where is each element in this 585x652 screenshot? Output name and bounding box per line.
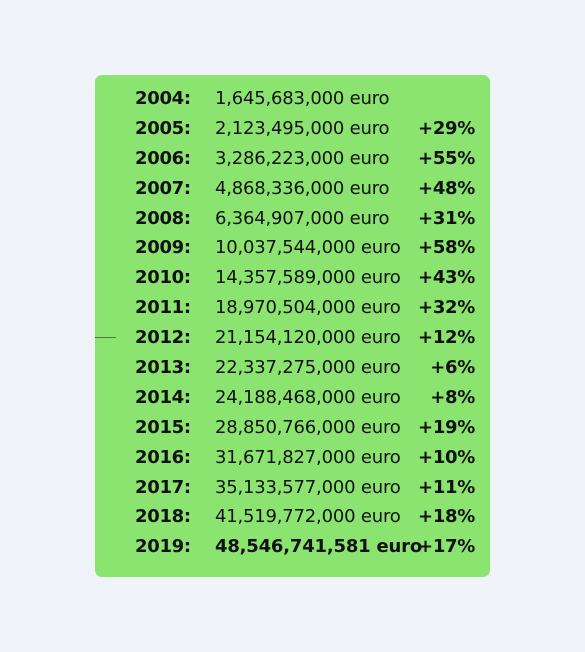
amount-value: 18,970,504,000 euro — [215, 297, 401, 319]
list-item: 2019: 48,546,741,581 euro +17% — [95, 532, 490, 562]
amount-value: 6,364,907,000 euro — [215, 207, 390, 229]
list-item: 2008: 6,364,907,000 euro +31% — [95, 204, 490, 234]
growth-percent: +8% — [430, 386, 475, 408]
data-card: 2004: 1,645,683,000 euro 2005: 2,123,495… — [95, 75, 490, 577]
year-label: 2019: — [135, 536, 191, 558]
year-label: 2004: — [135, 88, 191, 109]
year-label: 2007: — [135, 177, 191, 199]
amount-value: 3,286,223,000 euro — [215, 147, 390, 169]
year-label: 2009: — [135, 237, 191, 259]
growth-percent: +11% — [418, 476, 475, 498]
growth-percent: +10% — [418, 446, 475, 468]
amount-value: 1,645,683,000 euro — [215, 88, 390, 109]
amount-value: 35,133,577,000 euro — [215, 476, 401, 498]
amount-value: 24,188,468,000 euro — [215, 386, 401, 408]
list-item: 2010: 14,357,589,000 euro +43% — [95, 263, 490, 293]
list-item: 2007: 4,868,336,000 euro +48% — [95, 174, 490, 204]
year-label: 2011: — [135, 297, 191, 319]
growth-percent: +43% — [418, 267, 475, 289]
growth-percent: +12% — [418, 327, 475, 349]
amount-value: 14,357,589,000 euro — [215, 267, 401, 289]
list-item: 2011: 18,970,504,000 euro +32% — [95, 293, 490, 323]
list-item: 2004: 1,645,683,000 euro — [95, 84, 490, 114]
amount-value: 21,154,120,000 euro — [215, 327, 401, 349]
list-item: 2012: 21,154,120,000 euro +12% — [95, 323, 490, 353]
list-item: 2016: 31,671,827,000 euro +10% — [95, 443, 490, 473]
year-label: 2016: — [135, 446, 191, 468]
list-item: 2005: 2,123,495,000 euro +29% — [95, 114, 490, 144]
yearly-totals-list: 2004: 1,645,683,000 euro 2005: 2,123,495… — [95, 84, 490, 562]
amount-value: 31,671,827,000 euro — [215, 446, 401, 468]
list-item: 2009: 10,037,544,000 euro +58% — [95, 233, 490, 263]
amount-value: 28,850,766,000 euro — [215, 416, 401, 438]
growth-percent: +19% — [418, 416, 475, 438]
growth-percent: +48% — [418, 177, 475, 199]
amount-value: 41,519,772,000 euro — [215, 506, 401, 528]
year-label: 2013: — [135, 357, 191, 379]
year-label: 2014: — [135, 386, 191, 408]
growth-percent: +32% — [418, 297, 475, 319]
year-label: 2015: — [135, 416, 191, 438]
amount-value: 10,037,544,000 euro — [215, 237, 401, 259]
amount-value: 4,868,336,000 euro — [215, 177, 390, 199]
year-label: 2005: — [135, 117, 191, 139]
amount-value: 2,123,495,000 euro — [215, 117, 390, 139]
growth-percent: +29% — [418, 117, 475, 139]
divider — [95, 337, 116, 338]
year-label: 2012: — [135, 327, 191, 349]
list-item: 2006: 3,286,223,000 euro +55% — [95, 144, 490, 174]
list-item: 2013: 22,337,275,000 euro +6% — [95, 353, 490, 383]
growth-percent: +31% — [418, 207, 475, 229]
growth-percent: +17% — [418, 536, 475, 558]
year-label: 2006: — [135, 147, 191, 169]
list-item: 2018: 41,519,772,000 euro +18% — [95, 502, 490, 532]
year-label: 2017: — [135, 476, 191, 498]
growth-percent: +55% — [418, 147, 475, 169]
growth-percent: +18% — [418, 506, 475, 528]
list-item: 2017: 35,133,577,000 euro +11% — [95, 473, 490, 503]
list-item: 2014: 24,188,468,000 euro +8% — [95, 383, 490, 413]
amount-value: 22,337,275,000 euro — [215, 357, 401, 379]
growth-percent: +58% — [418, 237, 475, 259]
year-label: 2018: — [135, 506, 191, 528]
growth-percent: +6% — [430, 357, 475, 379]
year-label: 2010: — [135, 267, 191, 289]
list-item: 2015: 28,850,766,000 euro +19% — [95, 413, 490, 443]
amount-value: 48,546,741,581 euro — [215, 536, 423, 558]
year-label: 2008: — [135, 207, 191, 229]
